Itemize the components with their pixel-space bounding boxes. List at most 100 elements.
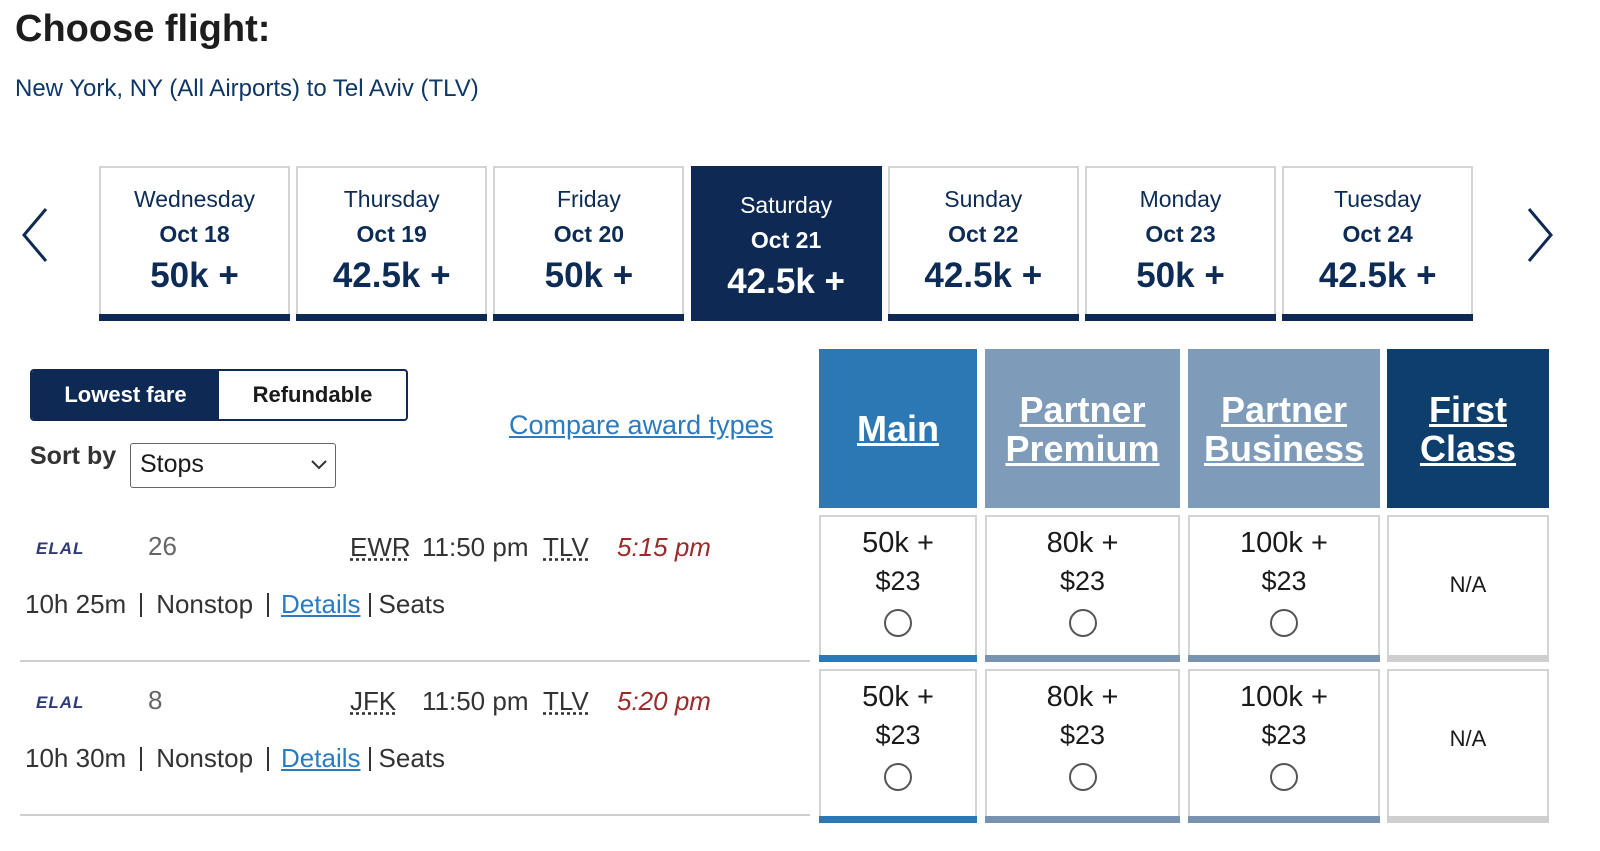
fare-cell: N/A — [1387, 515, 1549, 662]
date: Oct 21 — [750, 227, 822, 253]
flight-number: 26 — [148, 531, 177, 561]
cabin-header[interactable]: Main — [819, 349, 977, 508]
seats: Seats — [378, 743, 446, 773]
fare-bar — [985, 655, 1180, 662]
fare-toggle: Lowest fare Refundable — [30, 369, 408, 421]
origin: EWR — [350, 532, 411, 562]
tab-bar — [1085, 314, 1276, 321]
fare-bar — [819, 816, 977, 823]
toggle-option[interactable]: Lowest fare — [32, 371, 219, 419]
fare-tax: $23 — [875, 566, 921, 596]
fare-bar — [985, 816, 1180, 823]
date: Oct 22 — [948, 221, 1019, 247]
stops: Nonstop — [156, 743, 254, 773]
date-tab[interactable]: Friday Oct 20 50k + — [493, 166, 685, 321]
next-arrow[interactable] — [1525, 205, 1555, 265]
fare-miles: 80k + — [1046, 527, 1119, 559]
tab-bar — [296, 314, 488, 321]
fare-tax: $23 — [1059, 720, 1106, 750]
fare-bar — [1387, 655, 1549, 662]
separator — [267, 746, 270, 771]
fare-miles: 80k + — [1046, 681, 1119, 713]
arrive-time: 5:15 pm — [617, 532, 711, 562]
fare-cell[interactable]: 100k + $23 — [1188, 669, 1380, 823]
destination: TLV — [543, 532, 589, 562]
compare-link[interactable]: Compare award types — [509, 410, 774, 440]
day: Wednesday — [133, 186, 256, 212]
airline-logo: ELAL — [36, 693, 85, 712]
dropdown-icon — [311, 460, 327, 470]
fare-tax: $23 — [875, 720, 921, 750]
price: 50k + — [150, 256, 239, 295]
fare-bar — [1188, 655, 1380, 662]
flight-info: 10h 25m Nonstop Details Seats — [25, 589, 445, 620]
separator — [368, 592, 371, 617]
price: 42.5k + — [727, 262, 845, 301]
sort-label: Sort by — [30, 442, 117, 470]
tab-bar — [99, 314, 290, 321]
fare-tax: $23 — [1261, 720, 1307, 750]
origin: JFK — [350, 686, 397, 716]
price: 42.5k + — [924, 256, 1043, 295]
day: Tuesday — [1334, 186, 1422, 212]
tab-bar — [887, 314, 1079, 321]
separator — [140, 592, 143, 617]
day: Thursday — [343, 186, 440, 212]
day: Saturday — [740, 192, 833, 218]
date: Oct 19 — [356, 221, 427, 247]
toggle-option[interactable]: Refundable — [252, 382, 373, 407]
duration: 10h 30m — [25, 743, 127, 773]
fare-radio[interactable] — [884, 763, 912, 791]
fare-radio[interactable] — [1068, 609, 1097, 637]
date: Oct 24 — [1342, 221, 1413, 247]
tab-bar — [690, 314, 882, 321]
fare-cell[interactable]: 50k + $23 — [819, 669, 977, 823]
details-link[interactable]: Details — [281, 589, 361, 619]
date-tab[interactable]: Thursday Oct 19 42.5k + — [296, 166, 488, 321]
prev-arrow[interactable] — [20, 205, 50, 265]
arrive-time: 5:20 pm — [617, 686, 711, 716]
cabin-header[interactable]: Partner Business — [1188, 349, 1380, 508]
fare-cell[interactable]: 80k + $23 — [985, 669, 1180, 823]
date: Oct 18 — [159, 221, 230, 247]
day: Friday — [556, 186, 621, 212]
fare-cell[interactable]: 100k + $23 — [1188, 515, 1380, 662]
fare-radio[interactable] — [884, 609, 912, 637]
row-separator — [20, 814, 810, 816]
fare-radio[interactable] — [1270, 763, 1298, 791]
fare-miles: 100k + — [1240, 681, 1328, 713]
fare-radio[interactable] — [1270, 609, 1298, 637]
flight-number: 8 — [148, 685, 163, 715]
fare-bar — [819, 655, 977, 662]
day: Sunday — [944, 186, 1023, 212]
price: 42.5k + — [1318, 256, 1437, 295]
date-tab[interactable]: Sunday Oct 22 42.5k + — [887, 166, 1079, 321]
sort-select[interactable]: Stops — [130, 443, 336, 488]
tab-bar — [493, 314, 685, 321]
price: 50k + — [544, 256, 634, 295]
cabin-header[interactable]: Partner Premium — [985, 349, 1180, 508]
seats: Seats — [378, 589, 446, 619]
price: 42.5k + — [332, 256, 451, 295]
details-link[interactable]: Details — [281, 743, 361, 773]
date-tab[interactable]: Saturday Oct 21 42.5k + — [690, 166, 882, 321]
destination: TLV — [543, 686, 589, 716]
depart-time: 11:50 pm — [422, 532, 529, 562]
fare-cell[interactable]: 80k + $23 — [985, 515, 1180, 662]
fare-radio[interactable] — [1068, 763, 1097, 791]
fare-cell: N/A — [1387, 669, 1549, 823]
date-tab[interactable]: Wednesday Oct 18 50k + — [99, 166, 290, 321]
day: Monday — [1139, 186, 1222, 212]
cabin-header[interactable]: First Class — [1387, 349, 1549, 508]
fare-unavailable: N/A — [1449, 572, 1487, 597]
stops: Nonstop — [156, 589, 254, 619]
row-separator — [20, 660, 810, 662]
date: Oct 20 — [553, 221, 625, 247]
fare-miles: 50k + — [862, 527, 934, 559]
fare-cell[interactable]: 50k + $23 — [819, 515, 977, 662]
tab-bar — [1282, 314, 1474, 321]
date-tab[interactable]: Monday Oct 23 50k + — [1085, 166, 1276, 321]
date-tab[interactable]: Tuesday Oct 24 42.5k + — [1282, 166, 1474, 321]
fare-miles: 100k + — [1240, 527, 1328, 559]
flight-info: 10h 30m Nonstop Details Seats — [25, 743, 445, 774]
